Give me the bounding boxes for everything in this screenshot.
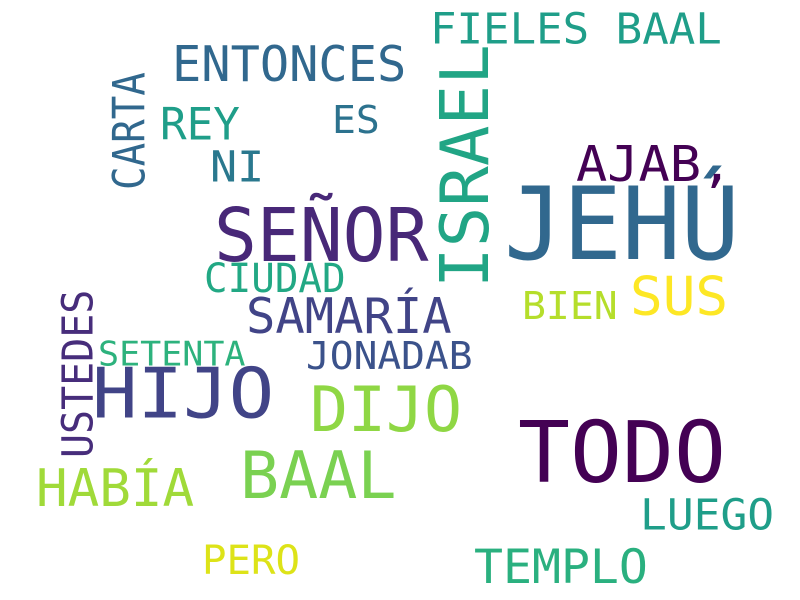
- word-todo: TODO: [518, 404, 726, 504]
- word-israel: ISRAEL: [425, 44, 504, 288]
- word-dijo: DIJO: [310, 372, 463, 446]
- word-baal: BAAL: [240, 438, 397, 514]
- word-jehu: JEHÚ: [504, 164, 740, 283]
- word-carta: CARTA: [102, 72, 156, 190]
- word-es: ES: [332, 97, 380, 142]
- word-entonces: ENTONCES: [172, 35, 407, 94]
- word-bien: BIEN: [522, 283, 618, 328]
- word-ni: NI: [210, 142, 265, 193]
- word-ustedes: USTEDES: [53, 289, 104, 458]
- word-ajab: AJAB,: [576, 135, 733, 194]
- word-senor: SEÑOR: [214, 193, 429, 280]
- word-ciudad: CIUDAD: [204, 254, 346, 302]
- word-templo: TEMPLO: [474, 540, 648, 596]
- word-rey: REY: [160, 97, 240, 151]
- word-samaria: SAMARÍA: [246, 287, 452, 346]
- word-luego: LUEGO: [640, 490, 775, 541]
- word-sus: SUS: [630, 264, 729, 328]
- word-jonadab: JONADAB: [306, 333, 473, 378]
- word-pero: PERO: [202, 536, 301, 584]
- word-hijo: HIJO: [92, 354, 275, 435]
- word-fieles-baal: FIELES BAAL: [430, 4, 722, 55]
- word-habia: HABÍA: [36, 458, 195, 519]
- word-setenta: SETENTA: [98, 334, 246, 374]
